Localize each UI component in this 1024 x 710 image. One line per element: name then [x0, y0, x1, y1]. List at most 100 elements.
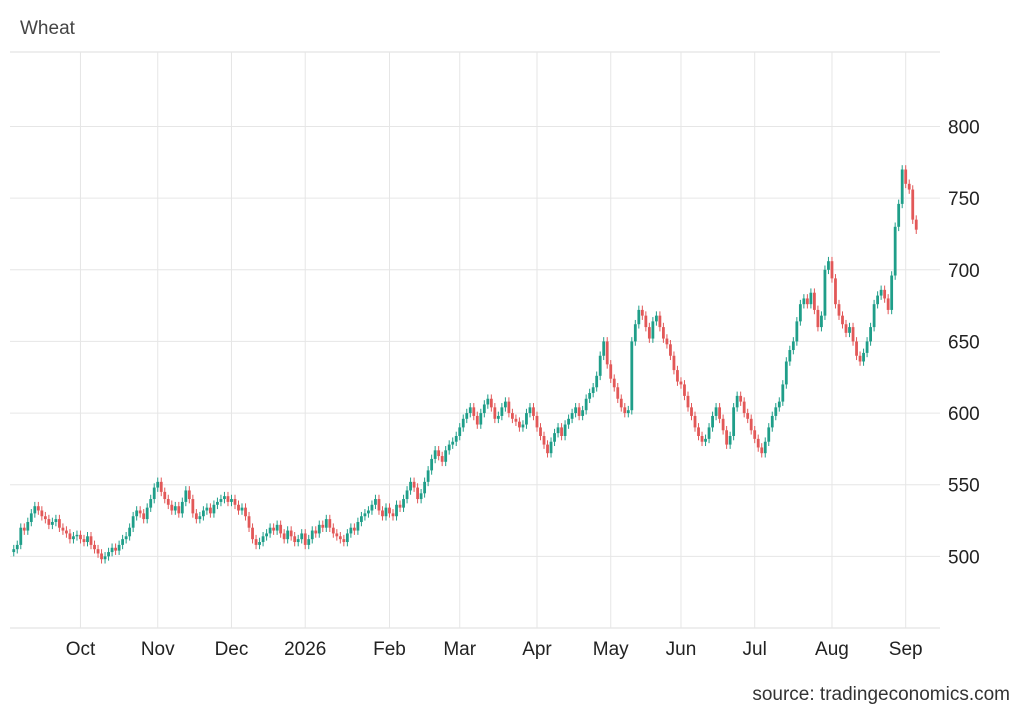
candle-body [546, 444, 549, 454]
candle-body [391, 513, 395, 517]
x-tick-label: 2026 [284, 639, 326, 660]
candle-body [532, 407, 535, 416]
candle-body [275, 524, 279, 531]
candle-body [230, 499, 233, 502]
x-tick-label: May [593, 639, 629, 660]
candle-body [503, 401, 507, 408]
candle-body [314, 530, 318, 534]
candle-body [173, 506, 177, 511]
candle-body [454, 436, 458, 442]
candle-body [398, 504, 402, 508]
candle-body [461, 418, 465, 428]
candle-body [521, 424, 525, 428]
candle-body [72, 536, 75, 540]
candle-body [166, 499, 170, 505]
candle-body [86, 536, 89, 543]
candle-body [440, 456, 444, 462]
candle-body [626, 410, 630, 414]
candle-body [184, 490, 188, 502]
candle-body [131, 516, 135, 528]
candle-body [482, 404, 486, 414]
x-tick-label: Nov [141, 639, 175, 660]
x-tick-label: Feb [373, 639, 406, 660]
candle-body [886, 298, 890, 310]
candle-body [651, 321, 655, 339]
candle-body [209, 507, 212, 514]
candle-body [426, 470, 430, 482]
candle-body [159, 481, 163, 492]
x-tick-label: Jun [666, 639, 697, 660]
candle-body [68, 533, 72, 540]
candle-body [128, 527, 132, 537]
candle-body [640, 309, 644, 316]
candle-body [180, 501, 184, 514]
candle-body [444, 450, 448, 462]
x-tick-label: Aug [815, 639, 849, 660]
candle-body [15, 544, 19, 550]
candle-body [644, 315, 648, 328]
candle-body [216, 501, 219, 505]
candle-body [96, 549, 100, 554]
candle-body [630, 341, 634, 411]
candle-body [75, 534, 79, 537]
candle-body [654, 315, 658, 322]
candle-body [212, 504, 216, 514]
x-tick-label: Oct [66, 639, 96, 660]
candle-body [658, 315, 662, 328]
candle-body [310, 530, 314, 540]
chart-title: Wheat [20, 18, 76, 39]
y-tick-label: 600 [948, 404, 980, 425]
candle-body [844, 324, 848, 333]
candle-body [721, 418, 725, 431]
candle-body [528, 407, 532, 414]
candle-body [145, 507, 149, 520]
candle-body [753, 430, 757, 439]
candle-body [50, 521, 54, 525]
candle-body [647, 327, 651, 339]
candle-body [612, 378, 616, 388]
candle-body [363, 513, 367, 517]
candle-body [201, 510, 205, 517]
candle-body [468, 407, 472, 414]
candle-body [760, 447, 764, 454]
candle-body [377, 499, 381, 511]
candle-body [282, 533, 286, 540]
candle-body [47, 519, 51, 525]
candle-body [876, 295, 880, 305]
candle-body [791, 341, 795, 351]
candle-body [475, 415, 479, 425]
candle-body [486, 398, 490, 405]
candle-body [254, 539, 258, 545]
candle-body [437, 450, 441, 457]
candle-body [697, 427, 700, 436]
candle-body [795, 321, 799, 342]
candle-body [110, 547, 114, 553]
candle-body [669, 344, 672, 356]
candle-body [563, 424, 567, 436]
candle-body [802, 298, 806, 305]
candle-body [507, 401, 511, 414]
candle-body [893, 226, 897, 276]
candle-body [560, 427, 563, 436]
candle-body [258, 542, 261, 545]
candle-body [665, 338, 669, 345]
candle-body [374, 499, 377, 505]
y-tick-label: 500 [948, 547, 980, 568]
candle-body [472, 407, 476, 416]
x-tick-label: Dec [215, 639, 249, 660]
candle-body [265, 533, 268, 537]
candle-body [827, 261, 830, 270]
candle-body [240, 507, 244, 511]
candle-body [352, 527, 356, 531]
candle-body [317, 524, 321, 534]
candle-body [117, 544, 121, 551]
candle-body [788, 350, 792, 362]
candle-body [296, 539, 300, 543]
candle-body [633, 324, 637, 342]
candle-body [384, 507, 388, 517]
candle-body [690, 407, 693, 416]
candle-body [381, 510, 384, 517]
candle-body [405, 490, 409, 500]
candle-body [293, 536, 297, 543]
